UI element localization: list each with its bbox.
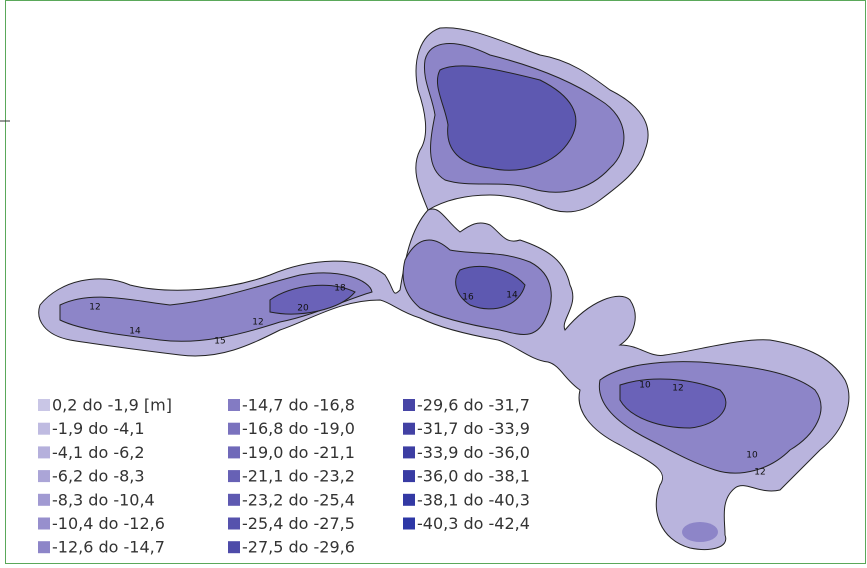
legend-label: -25,4 do -27,5 [242,514,355,533]
depth-label: 20 [297,304,309,314]
legend-swatch [228,399,240,411]
legend-label: 0,2 do -1,9 [m] [52,396,172,415]
legend-swatch [228,494,240,506]
depth-label: 14 [129,327,141,337]
depth-label: 18 [334,284,346,294]
legend-label: -6,2 do -8,3 [52,467,145,486]
depth-label: 12 [252,318,263,328]
legend-swatch [228,446,240,458]
legend-swatch [38,541,50,553]
depth-label: 10 [639,381,651,391]
legend-label: -23,2 do -25,4 [242,490,355,509]
depth-label: 12 [672,384,683,394]
depth-label: 12 [754,468,765,478]
legend-swatch [228,518,240,530]
legend-swatch [38,494,50,506]
legend-label: -21,1 do -23,2 [242,467,355,486]
legend-swatch [403,470,415,482]
depth-label: 14 [506,291,518,301]
legend-label: -19,0 do -21,1 [242,443,355,462]
legend-swatch [38,446,50,458]
legend-label: -40,3 do -42,4 [417,514,530,533]
legend-swatch [228,541,240,553]
legend-label: -10,4 do -12,6 [52,514,165,533]
depth-label: 10 [746,451,758,461]
legend-swatch [228,470,240,482]
legend-label: -4,1 do -6,2 [52,443,145,462]
legend-swatch [38,470,50,482]
legend-swatch [403,423,415,435]
legend: 0,2 do -1,9 [m] -1,9 do -4,1 -4,1 do -6,2 -… [38,396,530,557]
legend-label: -12,6 do -14,7 [52,538,165,557]
legend-swatch [38,399,50,411]
map-figure: 0,2 do -1,9 [m] -1,9 do -4,1 -4,1 do -6,2 -… [0,0,867,564]
legend-swatch [403,494,415,506]
legend-swatch [228,423,240,435]
legend-label: -14,7 do -16,8 [242,396,355,415]
legend-label: -31,7 do -33,9 [417,419,530,438]
legend-swatch [38,518,50,530]
legend-label: -29,6 do -31,7 [417,396,530,415]
depth-label: 16 [462,293,474,303]
legend-label: -33,9 do -36,0 [417,443,530,462]
legend-swatch [403,399,415,411]
depth-label: 12 [89,303,100,313]
legend-label: -1,9 do -4,1 [52,419,145,438]
legend-label: -36,0 do -38,1 [417,467,530,486]
legend-label: -38,1 do -40,3 [417,490,530,509]
legend-label: -8,3 do -10,4 [52,490,155,509]
depth-label: 15 [214,337,225,347]
legend-label: -16,8 do -19,0 [242,419,355,438]
legend-label: -27,5 do -29,6 [242,538,355,557]
legend-swatch [403,518,415,530]
legend-swatch [38,423,50,435]
legend-swatch [403,446,415,458]
